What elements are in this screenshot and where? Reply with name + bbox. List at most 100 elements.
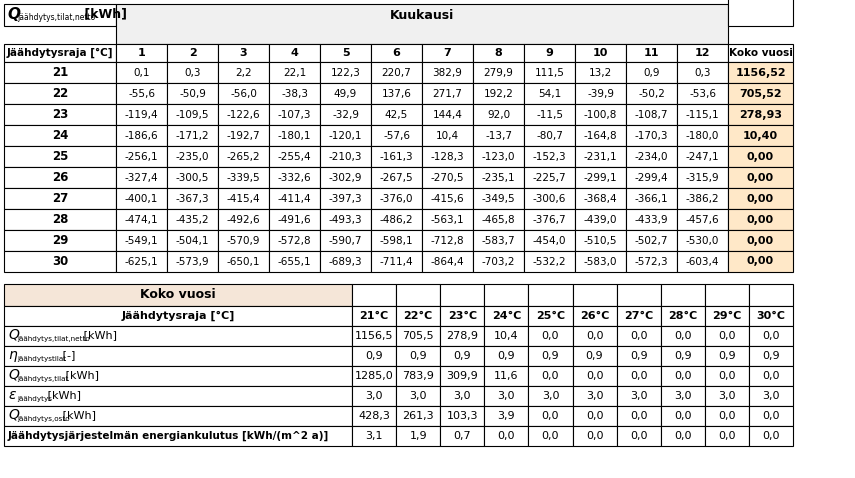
Bar [616, 306, 661, 326]
Text: -598,1: -598,1 [380, 236, 413, 246]
Text: -247,1: -247,1 [686, 152, 719, 162]
Text: -265,2: -265,2 [227, 152, 260, 162]
Bar [352, 426, 396, 446]
Text: -491,6: -491,6 [278, 215, 311, 225]
Bar [705, 306, 749, 326]
Text: 10: 10 [593, 48, 608, 58]
Text: -603,4: -603,4 [686, 257, 719, 267]
Bar [661, 346, 705, 366]
Bar [440, 346, 484, 366]
Bar [269, 125, 320, 146]
Bar [4, 284, 352, 306]
Bar [616, 366, 661, 386]
Text: -689,3: -689,3 [328, 257, 363, 267]
Bar [728, 251, 793, 272]
Bar [440, 326, 484, 346]
Text: 0,9: 0,9 [643, 67, 660, 77]
Text: 309,9: 309,9 [446, 371, 478, 381]
Bar [116, 62, 167, 83]
Bar [484, 366, 528, 386]
Bar [677, 209, 728, 230]
Bar [116, 44, 167, 62]
Text: -225,7: -225,7 [533, 173, 566, 183]
Text: -192,7: -192,7 [227, 130, 260, 141]
Text: -267,5: -267,5 [380, 173, 413, 183]
Bar [352, 406, 396, 426]
Text: -368,4: -368,4 [584, 194, 617, 204]
Text: 22,1: 22,1 [283, 67, 306, 77]
Text: 10,40: 10,40 [743, 130, 778, 141]
Text: -415,6: -415,6 [431, 194, 464, 204]
Bar [371, 44, 422, 62]
Bar [440, 426, 484, 446]
Text: 0,0: 0,0 [762, 371, 780, 381]
Text: 271,7: 271,7 [433, 88, 463, 98]
Text: -504,1: -504,1 [176, 236, 209, 246]
Bar [422, 104, 473, 125]
Bar [167, 230, 218, 251]
Bar [677, 125, 728, 146]
Bar [473, 83, 524, 104]
Text: -339,5: -339,5 [227, 173, 260, 183]
Text: 3,0: 3,0 [542, 391, 559, 401]
Text: -711,4: -711,4 [380, 257, 413, 267]
Text: 3,0: 3,0 [586, 391, 604, 401]
Text: Koko vuosi: Koko vuosi [140, 289, 215, 302]
Text: 23: 23 [52, 108, 68, 121]
Text: -439,0: -439,0 [584, 215, 617, 225]
Text: 144,4: 144,4 [433, 109, 463, 120]
Text: 0,0: 0,0 [542, 331, 559, 341]
Text: 0,9: 0,9 [498, 351, 516, 361]
Bar [626, 44, 677, 62]
Bar [626, 251, 677, 272]
Bar [473, 104, 524, 125]
Bar [352, 346, 396, 366]
Text: 1285,0: 1285,0 [355, 371, 393, 381]
Bar [705, 406, 749, 426]
Text: 137,6: 137,6 [381, 88, 411, 98]
Text: -107,3: -107,3 [278, 109, 311, 120]
Bar [320, 251, 371, 272]
Bar [4, 209, 116, 230]
Text: -400,1: -400,1 [125, 194, 158, 204]
Text: 278,9: 278,9 [446, 331, 478, 341]
Bar [422, 230, 473, 251]
Bar [705, 366, 749, 386]
Bar [4, 167, 116, 188]
Bar [524, 104, 575, 125]
Bar [218, 83, 269, 104]
Text: -164,8: -164,8 [584, 130, 617, 141]
Text: -650,1: -650,1 [227, 257, 260, 267]
Text: 0,0: 0,0 [674, 371, 692, 381]
Text: -231,1: -231,1 [584, 152, 617, 162]
Text: [kWh]: [kWh] [80, 8, 127, 21]
Bar [524, 251, 575, 272]
Text: 11,6: 11,6 [494, 371, 519, 381]
Text: -302,9: -302,9 [329, 173, 363, 183]
Bar [484, 346, 528, 366]
Bar [728, 209, 793, 230]
Bar [116, 209, 167, 230]
Text: 10,4: 10,4 [494, 331, 519, 341]
Bar [626, 125, 677, 146]
Text: 3: 3 [239, 48, 247, 58]
Text: 5: 5 [342, 48, 350, 58]
Bar [422, 146, 473, 167]
Bar [422, 44, 473, 62]
Text: 0,0: 0,0 [718, 411, 735, 421]
Bar [573, 426, 616, 446]
Bar [528, 406, 573, 426]
Bar [528, 346, 573, 366]
Text: 0,9: 0,9 [718, 351, 735, 361]
Bar [524, 188, 575, 209]
Bar [661, 366, 705, 386]
Bar [396, 366, 440, 386]
Bar [167, 62, 218, 83]
Text: 30°C: 30°C [757, 311, 786, 321]
Bar [167, 146, 218, 167]
Bar [422, 209, 473, 230]
Text: 4: 4 [291, 48, 298, 58]
Bar [749, 346, 793, 366]
Text: 0,00: 0,00 [747, 215, 774, 225]
Text: [kWh]: [kWh] [62, 370, 99, 380]
